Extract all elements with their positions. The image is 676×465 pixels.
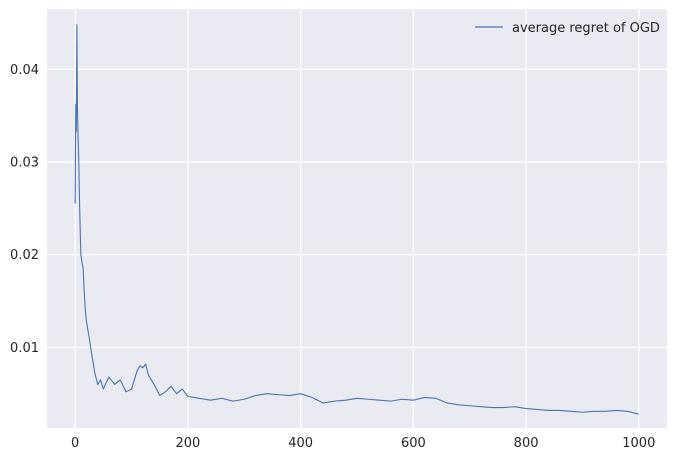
series-layer bbox=[74, 24, 639, 415]
x-tick-label: 800 bbox=[514, 436, 539, 451]
x-tick-label: 200 bbox=[175, 436, 200, 451]
legend: average regret of OGD bbox=[475, 21, 660, 36]
plot-background bbox=[47, 9, 667, 428]
y-tick-label: 0.02 bbox=[10, 248, 39, 263]
x-tick-labels: 0 200 400 600 800 1000 bbox=[71, 436, 655, 451]
legend-entry-label: average regret of OGD bbox=[512, 21, 660, 36]
y-tick-label: 0.03 bbox=[10, 155, 39, 170]
x-tick-label: 400 bbox=[288, 436, 313, 451]
x-tick-label: 600 bbox=[401, 436, 426, 451]
x-tick-label: 1000 bbox=[622, 436, 655, 451]
series-line-average-regret-of-ogd bbox=[74, 24, 639, 415]
y-tick-labels: 0.01 0.02 0.03 0.04 bbox=[10, 63, 39, 356]
x-tick-label: 0 bbox=[71, 436, 79, 451]
y-tick-label: 0.01 bbox=[10, 341, 39, 356]
grid-lines bbox=[47, 9, 667, 428]
y-tick-label: 0.04 bbox=[10, 63, 39, 78]
